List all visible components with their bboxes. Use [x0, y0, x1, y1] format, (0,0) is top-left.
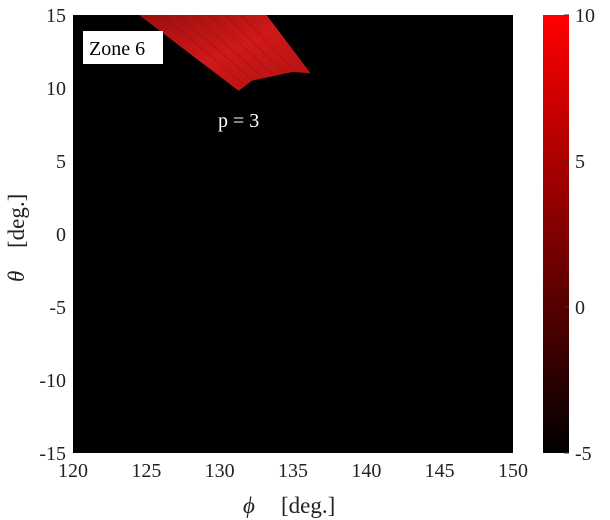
x-tick-label: 145 — [425, 460, 455, 482]
x-tick-label: 120 — [58, 460, 88, 482]
colorbar-ticks: 10 5 0 -5 — [564, 5, 595, 465]
x-tick-label: 135 — [278, 460, 308, 482]
y-tick-label: -5 — [49, 297, 66, 319]
region-annotation: p = 3 — [218, 110, 259, 132]
x-axis-label-unit: [deg.] — [281, 493, 335, 518]
zone-label: Zone 6 — [89, 38, 145, 60]
region-p3 — [139, 15, 311, 91]
region-band-line — [208, 14, 281, 82]
x-tick-label: 150 — [498, 460, 528, 482]
x-tick-label: 140 — [351, 460, 381, 482]
y-axis-label-symbol: θ — [4, 271, 29, 282]
y-tick-label: 15 — [46, 5, 66, 27]
region-band-line — [193, 14, 270, 84]
colorbar-tick-label: 10 — [575, 5, 595, 27]
x-tick-label: 125 — [131, 460, 161, 482]
y-axis-label-unit: [deg.] — [4, 194, 29, 248]
region-band-line — [161, 14, 250, 89]
colorbar-tick-label: 5 — [575, 151, 585, 173]
colorbar — [543, 15, 569, 453]
y-tick-label: 0 — [56, 224, 66, 246]
x-axis-label-symbol: ϕ — [243, 493, 255, 518]
y-tick-label: -10 — [39, 370, 66, 392]
region-band-line — [240, 14, 301, 77]
x-tick-label: 130 — [205, 460, 235, 482]
region-band-line — [177, 14, 260, 87]
colorbar-tick-label: -5 — [575, 443, 592, 465]
y-axis: 15 10 5 0 -5 -10 -15 — [39, 5, 66, 465]
y-axis-label: θ [deg.] — [4, 194, 29, 282]
x-axis: 120 125 130 135 140 145 150 — [58, 460, 528, 482]
zone-label-box — [83, 31, 163, 64]
y-tick-label: 5 — [56, 151, 66, 173]
region-band-line — [224, 14, 291, 79]
region-layer — [139, 14, 311, 91]
y-tick-label: -15 — [39, 443, 66, 465]
y-tick-label: 10 — [46, 78, 66, 100]
plot-area — [73, 15, 513, 453]
colorbar-tick-label: 0 — [575, 297, 585, 319]
